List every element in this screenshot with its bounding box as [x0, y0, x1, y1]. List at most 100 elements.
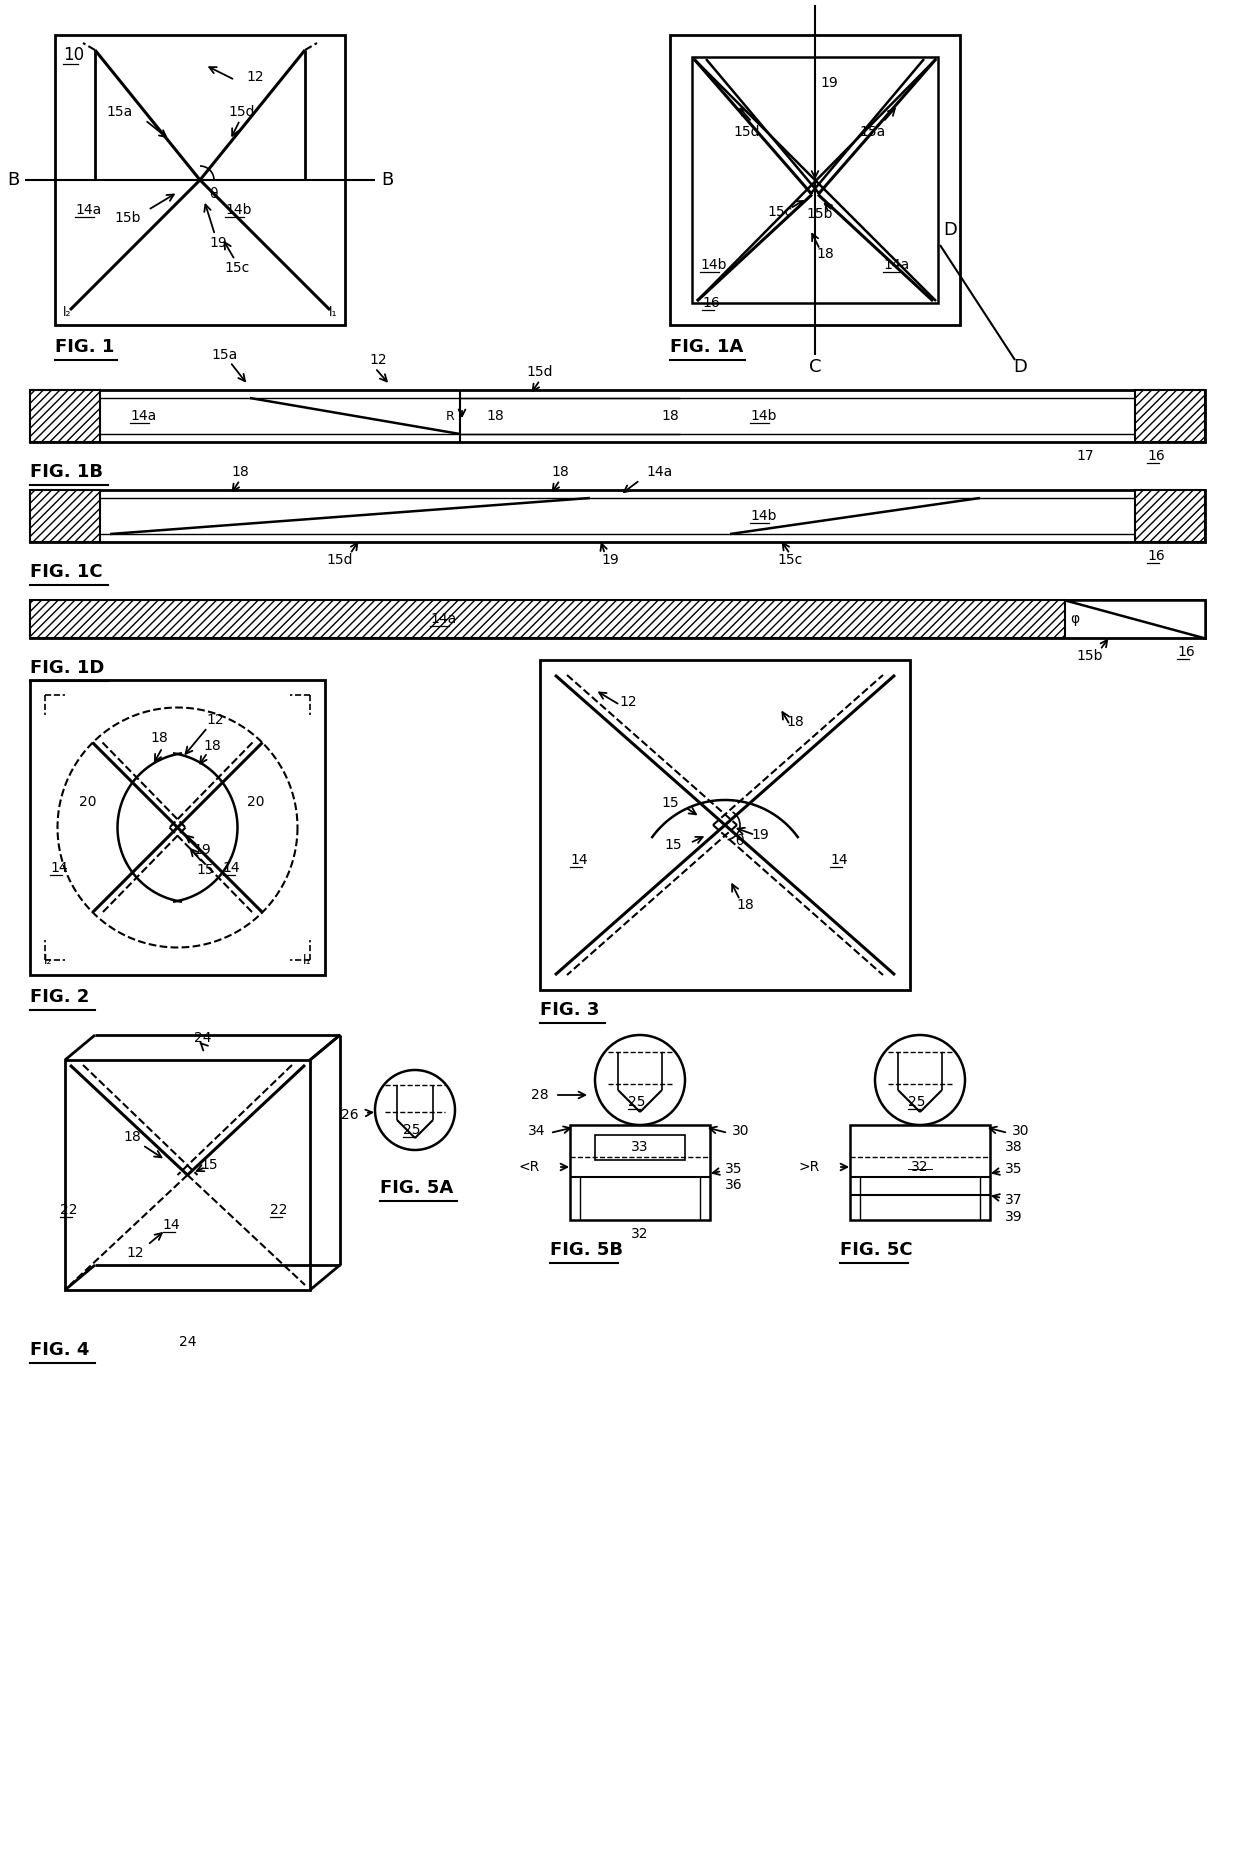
Text: FIG. 5C: FIG. 5C — [839, 1241, 913, 1259]
Text: 15c: 15c — [768, 206, 792, 220]
Text: 18: 18 — [816, 248, 833, 261]
Text: FIG. 5B: FIG. 5B — [551, 1241, 622, 1259]
Text: 15c: 15c — [777, 554, 802, 567]
Text: l₁: l₁ — [329, 306, 337, 320]
Text: D: D — [1013, 357, 1027, 376]
Text: 15a: 15a — [859, 124, 887, 139]
Text: 14a: 14a — [647, 465, 673, 480]
Text: 26: 26 — [341, 1107, 358, 1122]
Text: 25: 25 — [627, 1095, 646, 1109]
Text: 16: 16 — [702, 296, 719, 309]
Text: 17: 17 — [1076, 448, 1094, 463]
Bar — [670, 35, 960, 324]
Bar — [570, 1124, 711, 1220]
Text: 15d: 15d — [228, 106, 255, 119]
Text: >R: >R — [799, 1159, 820, 1174]
Bar — [849, 1124, 990, 1220]
Text: 15: 15 — [665, 837, 682, 852]
Bar — [539, 659, 910, 991]
Text: 20: 20 — [247, 796, 264, 809]
Bar — [30, 491, 1205, 543]
Text: 32: 32 — [911, 1159, 929, 1174]
Text: 14: 14 — [50, 861, 68, 874]
Text: 14: 14 — [570, 854, 588, 867]
Text: 15d: 15d — [327, 554, 353, 567]
Bar — [595, 1135, 684, 1159]
Text: 15b: 15b — [1076, 648, 1104, 663]
Bar — [1135, 391, 1205, 443]
Text: 15a: 15a — [212, 348, 238, 361]
Text: 15b: 15b — [807, 207, 833, 222]
Text: 32: 32 — [631, 1228, 649, 1241]
Text: 39: 39 — [1004, 1209, 1023, 1224]
Text: 18: 18 — [203, 739, 222, 752]
Text: 30: 30 — [732, 1124, 749, 1137]
Bar — [692, 57, 937, 304]
Text: l₂: l₂ — [43, 954, 52, 967]
Text: 36: 36 — [725, 1178, 743, 1193]
Text: 14b: 14b — [224, 204, 252, 217]
Text: θ: θ — [210, 187, 218, 202]
Text: FIG. 1A: FIG. 1A — [670, 339, 743, 356]
Bar — [30, 600, 1205, 637]
Text: 15a: 15a — [107, 106, 133, 119]
Text: 12: 12 — [126, 1246, 144, 1259]
Text: θ: θ — [735, 833, 743, 848]
Bar — [55, 35, 345, 324]
Text: FIG. 4: FIG. 4 — [30, 1341, 89, 1359]
Text: 14a: 14a — [883, 257, 909, 272]
Text: 15d: 15d — [734, 124, 760, 139]
Text: 15: 15 — [661, 796, 678, 809]
Text: R: R — [445, 409, 454, 422]
Text: B: B — [7, 170, 19, 189]
Text: 16: 16 — [1147, 548, 1164, 563]
Bar — [30, 600, 1065, 637]
Text: 35: 35 — [1004, 1161, 1023, 1176]
Text: FIG. 1C: FIG. 1C — [30, 563, 103, 582]
Text: 33: 33 — [631, 1141, 649, 1154]
Text: 19: 19 — [601, 554, 619, 567]
Text: 19: 19 — [820, 76, 838, 91]
Text: FIG. 1: FIG. 1 — [55, 339, 114, 356]
Text: 19: 19 — [751, 828, 769, 843]
Text: 24: 24 — [193, 1032, 211, 1045]
Text: C: C — [808, 0, 821, 2]
Text: 14b: 14b — [701, 257, 727, 272]
Text: 25: 25 — [403, 1122, 420, 1137]
Text: 14b: 14b — [750, 509, 776, 522]
Text: 16: 16 — [1147, 448, 1164, 463]
Text: FIG. 5A: FIG. 5A — [379, 1180, 454, 1196]
Text: 18: 18 — [231, 465, 249, 480]
Bar — [30, 680, 325, 974]
Text: l₂: l₂ — [63, 306, 71, 320]
Text: 28: 28 — [531, 1087, 549, 1102]
Text: 12: 12 — [207, 713, 224, 728]
Text: FIG. 3: FIG. 3 — [539, 1000, 599, 1019]
Text: FIG. 1B: FIG. 1B — [30, 463, 103, 482]
Text: 38: 38 — [1004, 1141, 1023, 1154]
Text: 15: 15 — [201, 1158, 218, 1172]
Text: 18: 18 — [150, 730, 169, 745]
Text: 14: 14 — [830, 854, 848, 867]
Text: FIG. 1D: FIG. 1D — [30, 659, 104, 678]
Text: 10: 10 — [63, 46, 84, 65]
Bar — [1135, 491, 1205, 543]
Text: 18: 18 — [737, 898, 754, 911]
Text: 25: 25 — [908, 1095, 925, 1109]
Text: 12: 12 — [247, 70, 264, 83]
Text: l₁: l₁ — [303, 954, 311, 967]
Text: φ: φ — [1070, 611, 1080, 626]
Text: 15: 15 — [197, 863, 215, 876]
Text: 14a: 14a — [74, 204, 102, 217]
Text: 19: 19 — [210, 235, 227, 250]
Text: 22: 22 — [60, 1204, 77, 1217]
Text: 12: 12 — [370, 354, 387, 367]
Text: 15d: 15d — [527, 365, 553, 380]
Text: 14a: 14a — [130, 409, 156, 422]
Text: 16: 16 — [1177, 644, 1195, 659]
Text: 12: 12 — [619, 694, 637, 709]
Text: 37: 37 — [1004, 1193, 1023, 1208]
Text: FIG. 2: FIG. 2 — [30, 987, 89, 1006]
Text: 18: 18 — [486, 409, 503, 422]
Text: 18: 18 — [124, 1130, 141, 1145]
